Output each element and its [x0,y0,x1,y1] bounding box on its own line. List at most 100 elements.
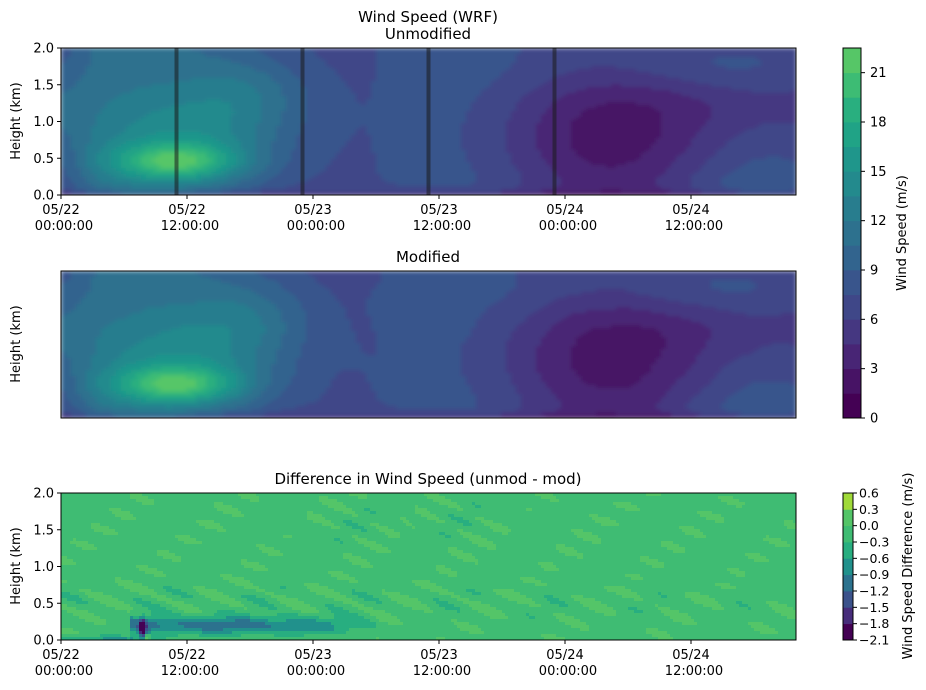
y-tick-label: 0.0 [33,189,54,204]
time-markers [174,48,557,195]
colorbar-band [843,48,861,74]
figure-title: Wind Speed (WRF) [358,8,498,26]
x-tick-time: 00:00:00 [35,219,93,234]
x-tick-time: 00:00:00 [539,219,597,234]
y-axis-label: Height (km) [9,82,24,159]
colorbar-band [843,319,861,345]
colorbar-tick-label: −1.5 [859,600,889,615]
x-tick-time: 12:00:00 [161,219,219,234]
colorbar-band [843,542,853,559]
y-axis: 0.0 0.5 1.0 1.5 2.0 [33,487,61,649]
colorbar-tick-label: 0.3 [859,502,879,517]
x-tick-date: 05/23 [420,203,457,218]
colorbar-tick-label: 15 [870,165,887,180]
colorbar-tick-label: 0.6 [859,486,879,501]
colorbar-label: Wind Speed (m/s) [895,175,910,291]
y-tick-label: 1.0 [33,115,54,130]
x-tick-date: 05/24 [672,648,709,663]
y-axis: 0.0 0.5 1.0 1.5 2.0 [33,42,61,204]
y-axis-label: Height (km) [9,305,24,382]
colorbar-tick-label: 18 [870,116,887,131]
colorbar-band [843,146,861,172]
panel-title: Difference in Wind Speed (unmod - mod) [274,470,581,488]
y-tick-label: 1.5 [33,523,54,538]
colorbar-tick-label: 0 [870,412,878,427]
x-tick-date: 05/24 [546,203,583,218]
colorbar-band [843,509,853,527]
x-tick-date: 05/23 [294,203,331,218]
colorbar-frame [842,47,862,419]
colorbar-band [843,270,861,296]
x-tick-date: 05/23 [420,648,457,663]
y-tick-label: 0.5 [33,152,54,167]
y-tick-label: 0.5 [33,597,54,612]
y-axis-label: Height (km) [9,527,24,604]
x-tick-date: 05/24 [672,203,709,218]
colorbar-tick-label: 6 [870,313,878,328]
colorbar-band [843,574,853,592]
colorbar-difference: 0.60.30.0 −0.3−0.6−0.9 −1.2−1.5−1.8 −2.1 Wi… [842,473,916,660]
y-tick-label: 0.0 [33,634,54,649]
colorbar-tick-label: −0.3 [859,535,889,550]
x-tick-time: 00:00:00 [539,664,597,679]
colorbar-band [843,171,861,197]
colorbar-band [843,623,853,641]
y-tick-label: 1.0 [33,560,54,575]
difference-field [61,493,796,640]
x-tick-date: 05/23 [294,648,331,663]
colorbar-band [843,525,853,543]
x-tick-time: 12:00:00 [665,664,723,679]
colorbar-band [843,72,861,98]
colorbar-band [843,493,853,510]
colorbar-ticks: 0 3 6 9 12 15 18 21 [861,66,887,427]
colorbar-frame [842,492,854,641]
speed-field-modified [61,271,796,418]
colorbar-tick-label: 21 [870,66,887,81]
x-axis: 05/2200:00:0005/2212:00:0005/2300:00:000… [35,195,723,234]
x-tick-date: 05/22 [42,648,79,663]
diff-field [61,493,796,640]
colorbar-band [843,607,853,625]
y-tick-label: 2.0 [33,42,54,57]
x-tick-date: 05/22 [42,203,79,218]
colorbar-band [843,393,861,419]
x-axis: 05/2200:00:0005/2212:00:0005/2300:00:000… [35,640,723,679]
x-tick-time: 12:00:00 [161,664,219,679]
x-tick-time: 12:00:00 [413,664,471,679]
x-tick-time: 12:00:00 [413,219,471,234]
colorbar-label: Wind Speed Difference (m/s) [901,473,916,660]
wind-speed-field [61,271,796,418]
colorbar-tick-label: −1.8 [859,616,889,631]
colorbar-band [843,591,853,608]
colorbar-speed: 0 3 6 9 12 15 18 21 Wind Speed (m/s) [842,47,910,427]
colorbar-band [843,368,861,394]
colorbar-band [843,122,861,148]
x-tick-date: 05/22 [168,648,205,663]
panel-unmodified: Unmodified 0.00.51.01.52.0 05/2200:00:00… [9,25,797,234]
y-tick-label: 1.5 [33,78,54,93]
colorbar-band [843,344,861,370]
colorbar-bands [843,48,861,419]
panel-difference: Difference in Wind Speed (unmod - mod) H… [9,470,797,641]
colorbar-tick-label: 9 [870,264,878,279]
speed-field-unmodified [61,48,796,195]
colorbar-tick-label: 12 [870,214,887,229]
colorbar-band [843,220,861,246]
colorbar-band [843,558,853,576]
colorbar-tick-label: 0.0 [859,518,879,533]
x-tick-time: 12:00:00 [665,219,723,234]
colorbar-band [843,97,861,123]
colorbar-tick-label: −1.2 [859,584,889,599]
colorbar-tick-label: −0.9 [859,567,889,582]
colorbar-band [843,245,861,271]
colorbar-band [843,294,861,320]
plot-frame [60,492,797,641]
panel-modified: Modified 0.00.51.01.52.0 05/2200:00:0005… [9,248,797,679]
x-tick-date: 05/22 [168,203,205,218]
colorbar-ticks: 0.60.30.0 −0.3−0.6−0.9 −1.2−1.5−1.8 −2.1 [853,486,889,648]
panel-title: Unmodified [385,25,471,43]
colorbar-tick-label: 3 [870,362,878,377]
colorbar-tick-label: −0.6 [859,551,889,566]
x-tick-date: 05/24 [546,648,583,663]
